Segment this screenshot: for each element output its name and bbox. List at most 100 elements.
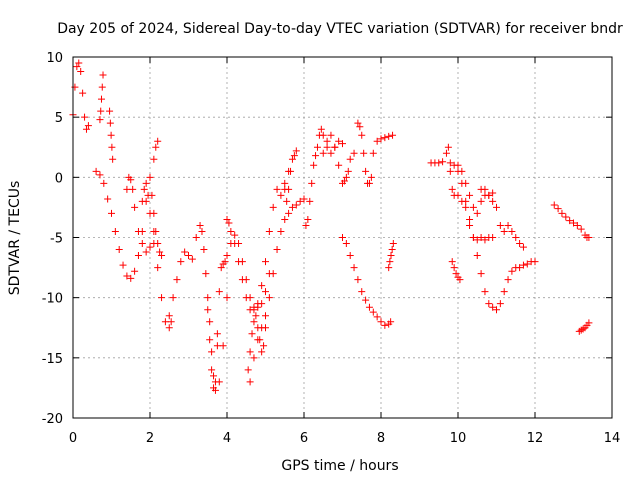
data-point: [196, 221, 204, 229]
data-point: [142, 179, 150, 187]
data-point: [323, 137, 331, 145]
data-point: [96, 116, 104, 124]
data-point: [177, 258, 185, 266]
data-point: [97, 107, 105, 115]
data-point: [290, 152, 298, 160]
data-point: [585, 234, 593, 241]
data-point: [385, 264, 393, 272]
data-point: [152, 227, 160, 235]
data-point: [346, 252, 354, 260]
grid-lines: [73, 57, 612, 418]
data-point: [173, 276, 181, 284]
data-point: [489, 189, 497, 197]
data-point: [369, 149, 377, 157]
data-point: [192, 234, 200, 241]
data-point: [131, 267, 139, 275]
data-point: [138, 240, 146, 248]
data-point: [262, 288, 269, 296]
data-point: [577, 225, 585, 233]
data-point: [381, 321, 389, 329]
series-sat-v: [448, 258, 464, 284]
data-point: [169, 294, 177, 302]
data-point: [365, 303, 373, 311]
data-point: [208, 366, 216, 374]
data-point: [265, 294, 273, 302]
data-point: [566, 217, 574, 225]
data-point: [358, 131, 366, 139]
data-point: [206, 318, 214, 326]
data-point: [158, 252, 166, 260]
data-point: [109, 155, 117, 163]
data-point: [448, 258, 456, 266]
data-point: [365, 179, 373, 187]
data-point: [481, 236, 489, 244]
data-point: [362, 296, 370, 304]
data-point: [466, 215, 474, 223]
data-point: [516, 240, 524, 248]
data-point: [127, 176, 135, 184]
x-tick-label: 14: [604, 431, 621, 446]
data-point: [71, 83, 79, 91]
data-point: [477, 197, 485, 205]
data-point: [238, 276, 246, 284]
data-point: [485, 191, 493, 199]
data-point: [493, 306, 500, 314]
data-point: [327, 149, 335, 157]
data-point: [281, 179, 289, 187]
data-point: [281, 215, 289, 223]
x-tick-label: 8: [377, 431, 385, 446]
data-point: [373, 137, 381, 145]
series-sat-m: [244, 312, 269, 374]
data-point: [258, 324, 266, 332]
data-point: [131, 203, 139, 211]
data-point: [100, 179, 108, 187]
y-tick-label: 10: [46, 51, 63, 66]
data-point: [446, 159, 454, 167]
data-point: [462, 203, 470, 211]
data-point: [354, 276, 362, 284]
series-sat-r: [339, 234, 395, 329]
data-point: [500, 227, 508, 235]
x-tick-labels: 0 2 4 6 8 10 12 14: [69, 431, 620, 446]
data-point: [489, 303, 497, 311]
data-point: [242, 294, 250, 302]
series-sat-u: [427, 143, 539, 314]
data-point: [246, 348, 254, 356]
data-point: [327, 131, 335, 139]
data-point: [269, 270, 277, 278]
data-point: [319, 131, 327, 139]
series-sat-aa: [575, 319, 593, 335]
data-point: [79, 89, 87, 97]
data-point: [258, 348, 266, 356]
data-point: [300, 195, 308, 203]
data-point: [504, 221, 512, 229]
data-point: [223, 294, 231, 302]
series-sat-z: [550, 201, 593, 241]
data-point: [454, 191, 462, 199]
data-point: [313, 143, 321, 151]
data-point: [154, 137, 162, 145]
data-point: [285, 185, 293, 193]
data-point: [204, 306, 212, 314]
data-point: [519, 243, 527, 251]
data-point: [250, 318, 258, 326]
data-point: [387, 318, 395, 326]
data-point: [108, 209, 115, 217]
data-point: [444, 143, 452, 151]
data-point: [258, 282, 266, 290]
data-point: [150, 209, 158, 217]
series-sat-h: [165, 234, 200, 320]
data-point: [106, 107, 114, 115]
data-point: [142, 248, 150, 256]
data-point: [573, 221, 581, 229]
data-point: [450, 264, 458, 272]
data-point: [454, 161, 462, 169]
data-point: [146, 173, 154, 181]
x-tick-label: 10: [450, 431, 467, 446]
data-point: [550, 201, 558, 209]
data-point: [516, 264, 524, 272]
data-point: [104, 195, 112, 203]
data-point: [519, 261, 527, 269]
series-sat-c: [106, 107, 117, 163]
data-point: [292, 201, 300, 209]
